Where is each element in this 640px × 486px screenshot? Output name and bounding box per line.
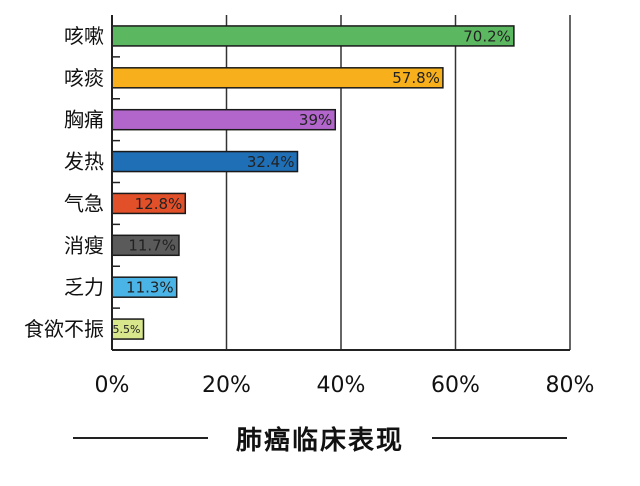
value-label: 11.7%	[128, 237, 176, 255]
chart-footer: 肺癌临床表现	[0, 418, 640, 458]
x-tick-label: 0%	[95, 373, 130, 398]
x-tick-label: 40%	[317, 373, 366, 398]
grid-lines	[225, 15, 571, 350]
right-rule	[432, 437, 567, 439]
category-label: 食欲不振	[24, 317, 104, 341]
axes: 0% 20% 40% 60% 80%	[95, 15, 595, 398]
value-label: 39%	[299, 111, 332, 129]
x-tick-label: 20%	[202, 373, 251, 398]
value-label: 70.2%	[463, 27, 511, 45]
x-tick-label: 60%	[431, 373, 480, 398]
bar-chart: 70.2% 57.8% 39% 32.4% 12.8% 11.7% 11.3% 5.5% 咳嗽…	[24, 15, 595, 398]
chart-title: 肺癌临床表现	[235, 425, 404, 456]
bar	[111, 25, 515, 47]
category-label: 气急	[64, 191, 104, 215]
value-label: 11.3%	[126, 279, 174, 297]
category-label: 胸痛	[64, 108, 104, 132]
bars: 70.2% 57.8% 39% 32.4% 12.8% 11.7% 11.3% 5.5%	[111, 25, 515, 340]
left-rule	[72, 437, 208, 439]
value-label: 32.4%	[247, 153, 295, 171]
category-label: 乏力	[64, 275, 104, 299]
category-label: 咳痰	[64, 66, 104, 90]
value-label: 5.5%	[113, 323, 141, 336]
category-label: 消瘦	[64, 233, 104, 257]
category-label: 咳嗽	[64, 24, 104, 48]
x-tick-label: 80%	[546, 373, 595, 398]
value-label: 12.8%	[135, 195, 183, 213]
value-label: 57.8%	[392, 69, 440, 87]
category-label: 发热	[64, 150, 104, 174]
